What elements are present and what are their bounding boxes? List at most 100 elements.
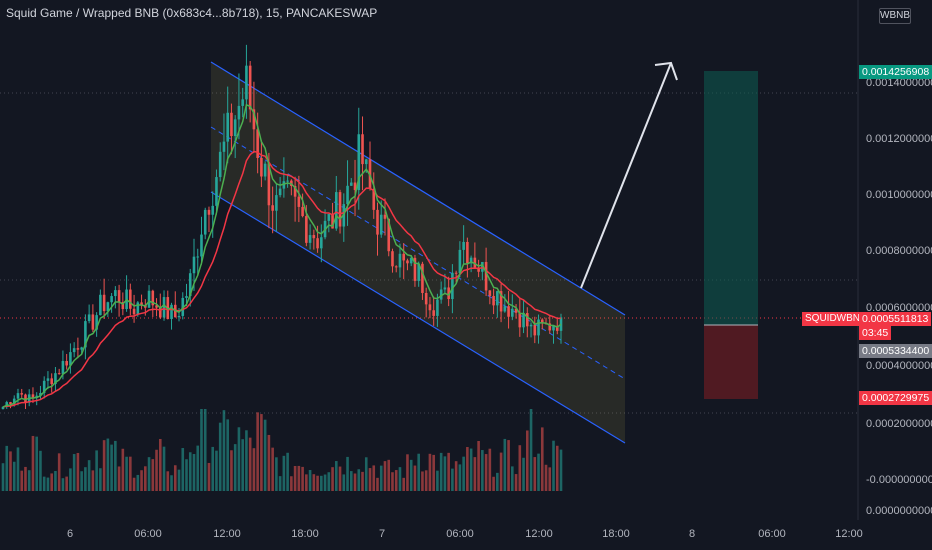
volume-bar	[69, 468, 72, 491]
candle	[196, 248, 200, 276]
volume-bar	[552, 440, 555, 491]
candle	[87, 304, 91, 324]
volume-bar	[507, 440, 510, 491]
candle-body	[192, 256, 196, 274]
candle-body	[91, 314, 95, 330]
candle	[230, 103, 233, 155]
volume-bar	[499, 452, 503, 491]
candle-body	[132, 308, 136, 315]
candle	[387, 218, 391, 257]
candle-body	[518, 312, 522, 328]
volume-bar	[443, 456, 447, 491]
volume-bar	[537, 453, 540, 491]
volume-bar	[432, 454, 435, 491]
volume-bar	[95, 450, 98, 491]
volume-bar	[293, 465, 297, 491]
candle	[203, 207, 207, 240]
volume-bar	[263, 419, 267, 491]
volume-bar	[398, 467, 402, 491]
candle-body	[177, 315, 181, 318]
volume-bar	[297, 465, 301, 491]
volume-bar	[312, 474, 316, 491]
candle	[211, 191, 215, 238]
volume-bar	[31, 435, 35, 491]
candle-body	[376, 209, 379, 235]
candle	[466, 237, 469, 278]
candle	[233, 115, 237, 159]
volume-bar	[379, 465, 383, 491]
candle-body	[454, 272, 458, 274]
candle-body	[484, 261, 488, 291]
x-tick-label: 18:00	[291, 528, 319, 540]
candle-body	[301, 206, 304, 217]
volume-bar	[406, 454, 409, 491]
volume-bar	[215, 450, 218, 491]
volume-bar	[203, 409, 207, 491]
candle-body	[42, 380, 46, 393]
volume-bar	[185, 459, 188, 491]
x-tick-label: 7	[378, 528, 386, 540]
volume-bar	[402, 477, 406, 491]
candle	[469, 255, 473, 273]
candle	[147, 285, 151, 309]
y-tick-label: 0.0002000000	[866, 418, 932, 430]
candle	[338, 189, 342, 234]
candle	[391, 248, 394, 273]
candle	[252, 81, 256, 153]
candle	[525, 307, 529, 338]
candle	[402, 243, 406, 280]
volume-bar	[5, 445, 9, 491]
volume-bar	[1, 463, 5, 491]
currency-button[interactable]: WBNB	[879, 8, 911, 24]
candle-body	[308, 235, 312, 243]
candle-body	[1, 406, 5, 410]
candle-body	[222, 141, 226, 152]
candle	[218, 142, 222, 182]
candle	[275, 183, 278, 232]
x-tick-label: 06:00	[134, 528, 162, 540]
x-tick-label: 6	[66, 528, 74, 540]
candle-body	[297, 196, 301, 207]
volume-bar	[57, 453, 61, 491]
candle-body	[305, 216, 308, 243]
volume-bar	[346, 456, 349, 491]
volume-bar	[290, 476, 293, 491]
candle-body	[511, 308, 514, 317]
candle-body	[207, 209, 211, 215]
candle-body	[417, 263, 420, 281]
volume-bar	[76, 452, 80, 491]
volume-bar	[533, 457, 537, 491]
candle	[301, 193, 304, 218]
volume-bar	[162, 446, 166, 491]
candle-body	[248, 65, 252, 110]
candle-body	[241, 99, 244, 106]
candle	[394, 265, 398, 273]
ema-slow-line	[2, 150, 562, 408]
candle	[91, 304, 95, 332]
candle-body	[170, 304, 173, 319]
volume-bar	[305, 474, 308, 491]
candle	[181, 292, 185, 320]
volume-bar	[473, 457, 477, 491]
volume-bar	[155, 449, 158, 491]
candle	[117, 284, 121, 317]
candle-body	[529, 324, 533, 327]
candle-body	[69, 352, 72, 366]
candle	[140, 294, 143, 310]
volume-bar	[327, 472, 331, 491]
volume-bar	[436, 470, 439, 491]
volume-bar	[364, 457, 368, 491]
candle	[102, 278, 106, 319]
candle-body	[331, 213, 334, 229]
candle-body	[361, 134, 364, 165]
x-tick-label: 12:00	[525, 528, 553, 540]
volume-bar	[301, 466, 304, 491]
volume-bar	[383, 461, 387, 491]
candle-body	[286, 180, 289, 182]
candle-body	[12, 398, 16, 405]
candle-body	[46, 378, 50, 381]
candle-body	[293, 185, 297, 197]
candle	[237, 73, 241, 140]
candle-body	[87, 314, 91, 322]
